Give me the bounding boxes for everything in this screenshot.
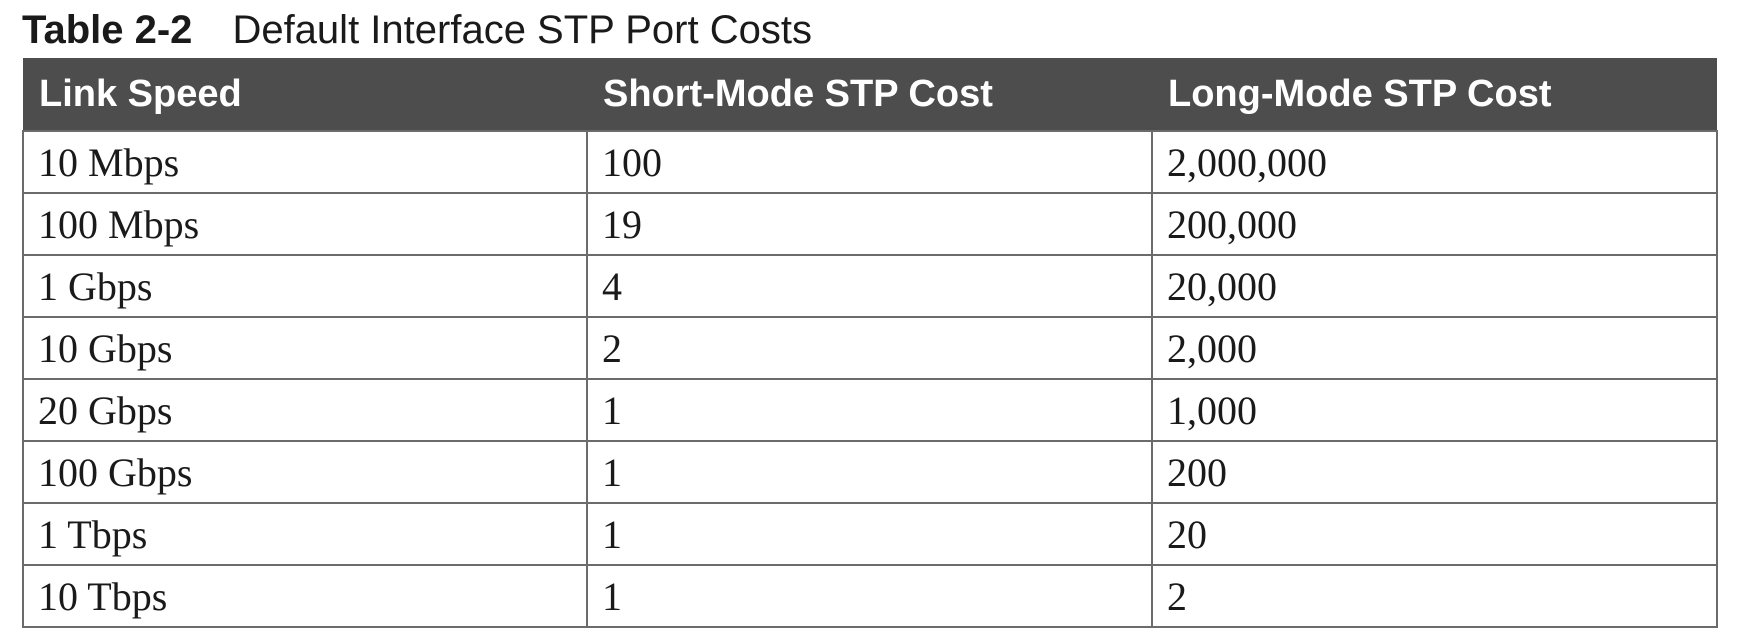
column-header-short-mode-cost: Short-Mode STP Cost <box>587 58 1152 131</box>
table-header-row: Link Speed Short-Mode STP Cost Long-Mode… <box>23 58 1717 131</box>
stp-port-cost-table: Link Speed Short-Mode STP Cost Long-Mode… <box>22 58 1718 628</box>
short-mode-cost-cell: 1 <box>586 564 1153 628</box>
table-number: Table 2-2 <box>22 7 193 52</box>
short-mode-cost-cell: 1 <box>586 502 1153 566</box>
long-mode-cost-cell: 2,000 <box>1151 316 1718 380</box>
link-speed-cell: 10 Tbps <box>22 564 588 628</box>
table-row: 10 Tbps 1 2 <box>22 564 1718 628</box>
column-header-link-speed: Link Speed <box>23 58 587 131</box>
link-speed-cell: 1 Tbps <box>22 502 588 566</box>
link-speed-cell: 100 Mbps <box>22 192 588 256</box>
long-mode-cost-cell: 200 <box>1151 440 1718 504</box>
table-title: Default Interface STP Port Costs <box>232 7 812 52</box>
short-mode-cost-cell: 100 <box>586 130 1153 194</box>
link-speed-cell: 10 Gbps <box>22 316 588 380</box>
long-mode-cost-cell: 200,000 <box>1151 192 1718 256</box>
short-mode-cost-cell: 1 <box>586 378 1153 442</box>
link-speed-cell: 1 Gbps <box>22 254 588 318</box>
short-mode-cost-cell: 1 <box>586 440 1153 504</box>
short-mode-cost-cell: 2 <box>586 316 1153 380</box>
long-mode-cost-cell: 20,000 <box>1151 254 1718 318</box>
table-row: 20 Gbps 1 1,000 <box>22 378 1718 442</box>
table-caption: Table 2-2 Default Interface STP Port Cos… <box>22 6 812 54</box>
link-speed-cell: 20 Gbps <box>22 378 588 442</box>
link-speed-cell: 100 Gbps <box>22 440 588 504</box>
table-row: 10 Gbps 2 2,000 <box>22 316 1718 380</box>
short-mode-cost-cell: 4 <box>586 254 1153 318</box>
table-row: 1 Gbps 4 20,000 <box>22 254 1718 318</box>
long-mode-cost-cell: 2 <box>1151 564 1718 628</box>
table-row: 1 Tbps 1 20 <box>22 502 1718 566</box>
table-row: 100 Mbps 19 200,000 <box>22 192 1718 256</box>
long-mode-cost-cell: 20 <box>1151 502 1718 566</box>
long-mode-cost-cell: 2,000,000 <box>1151 130 1718 194</box>
long-mode-cost-cell: 1,000 <box>1151 378 1718 442</box>
short-mode-cost-cell: 19 <box>586 192 1153 256</box>
table-row: 10 Mbps 100 2,000,000 <box>22 130 1718 194</box>
column-header-long-mode-cost: Long-Mode STP Cost <box>1152 58 1717 131</box>
link-speed-cell: 10 Mbps <box>22 130 588 194</box>
table-row: 100 Gbps 1 200 <box>22 440 1718 504</box>
